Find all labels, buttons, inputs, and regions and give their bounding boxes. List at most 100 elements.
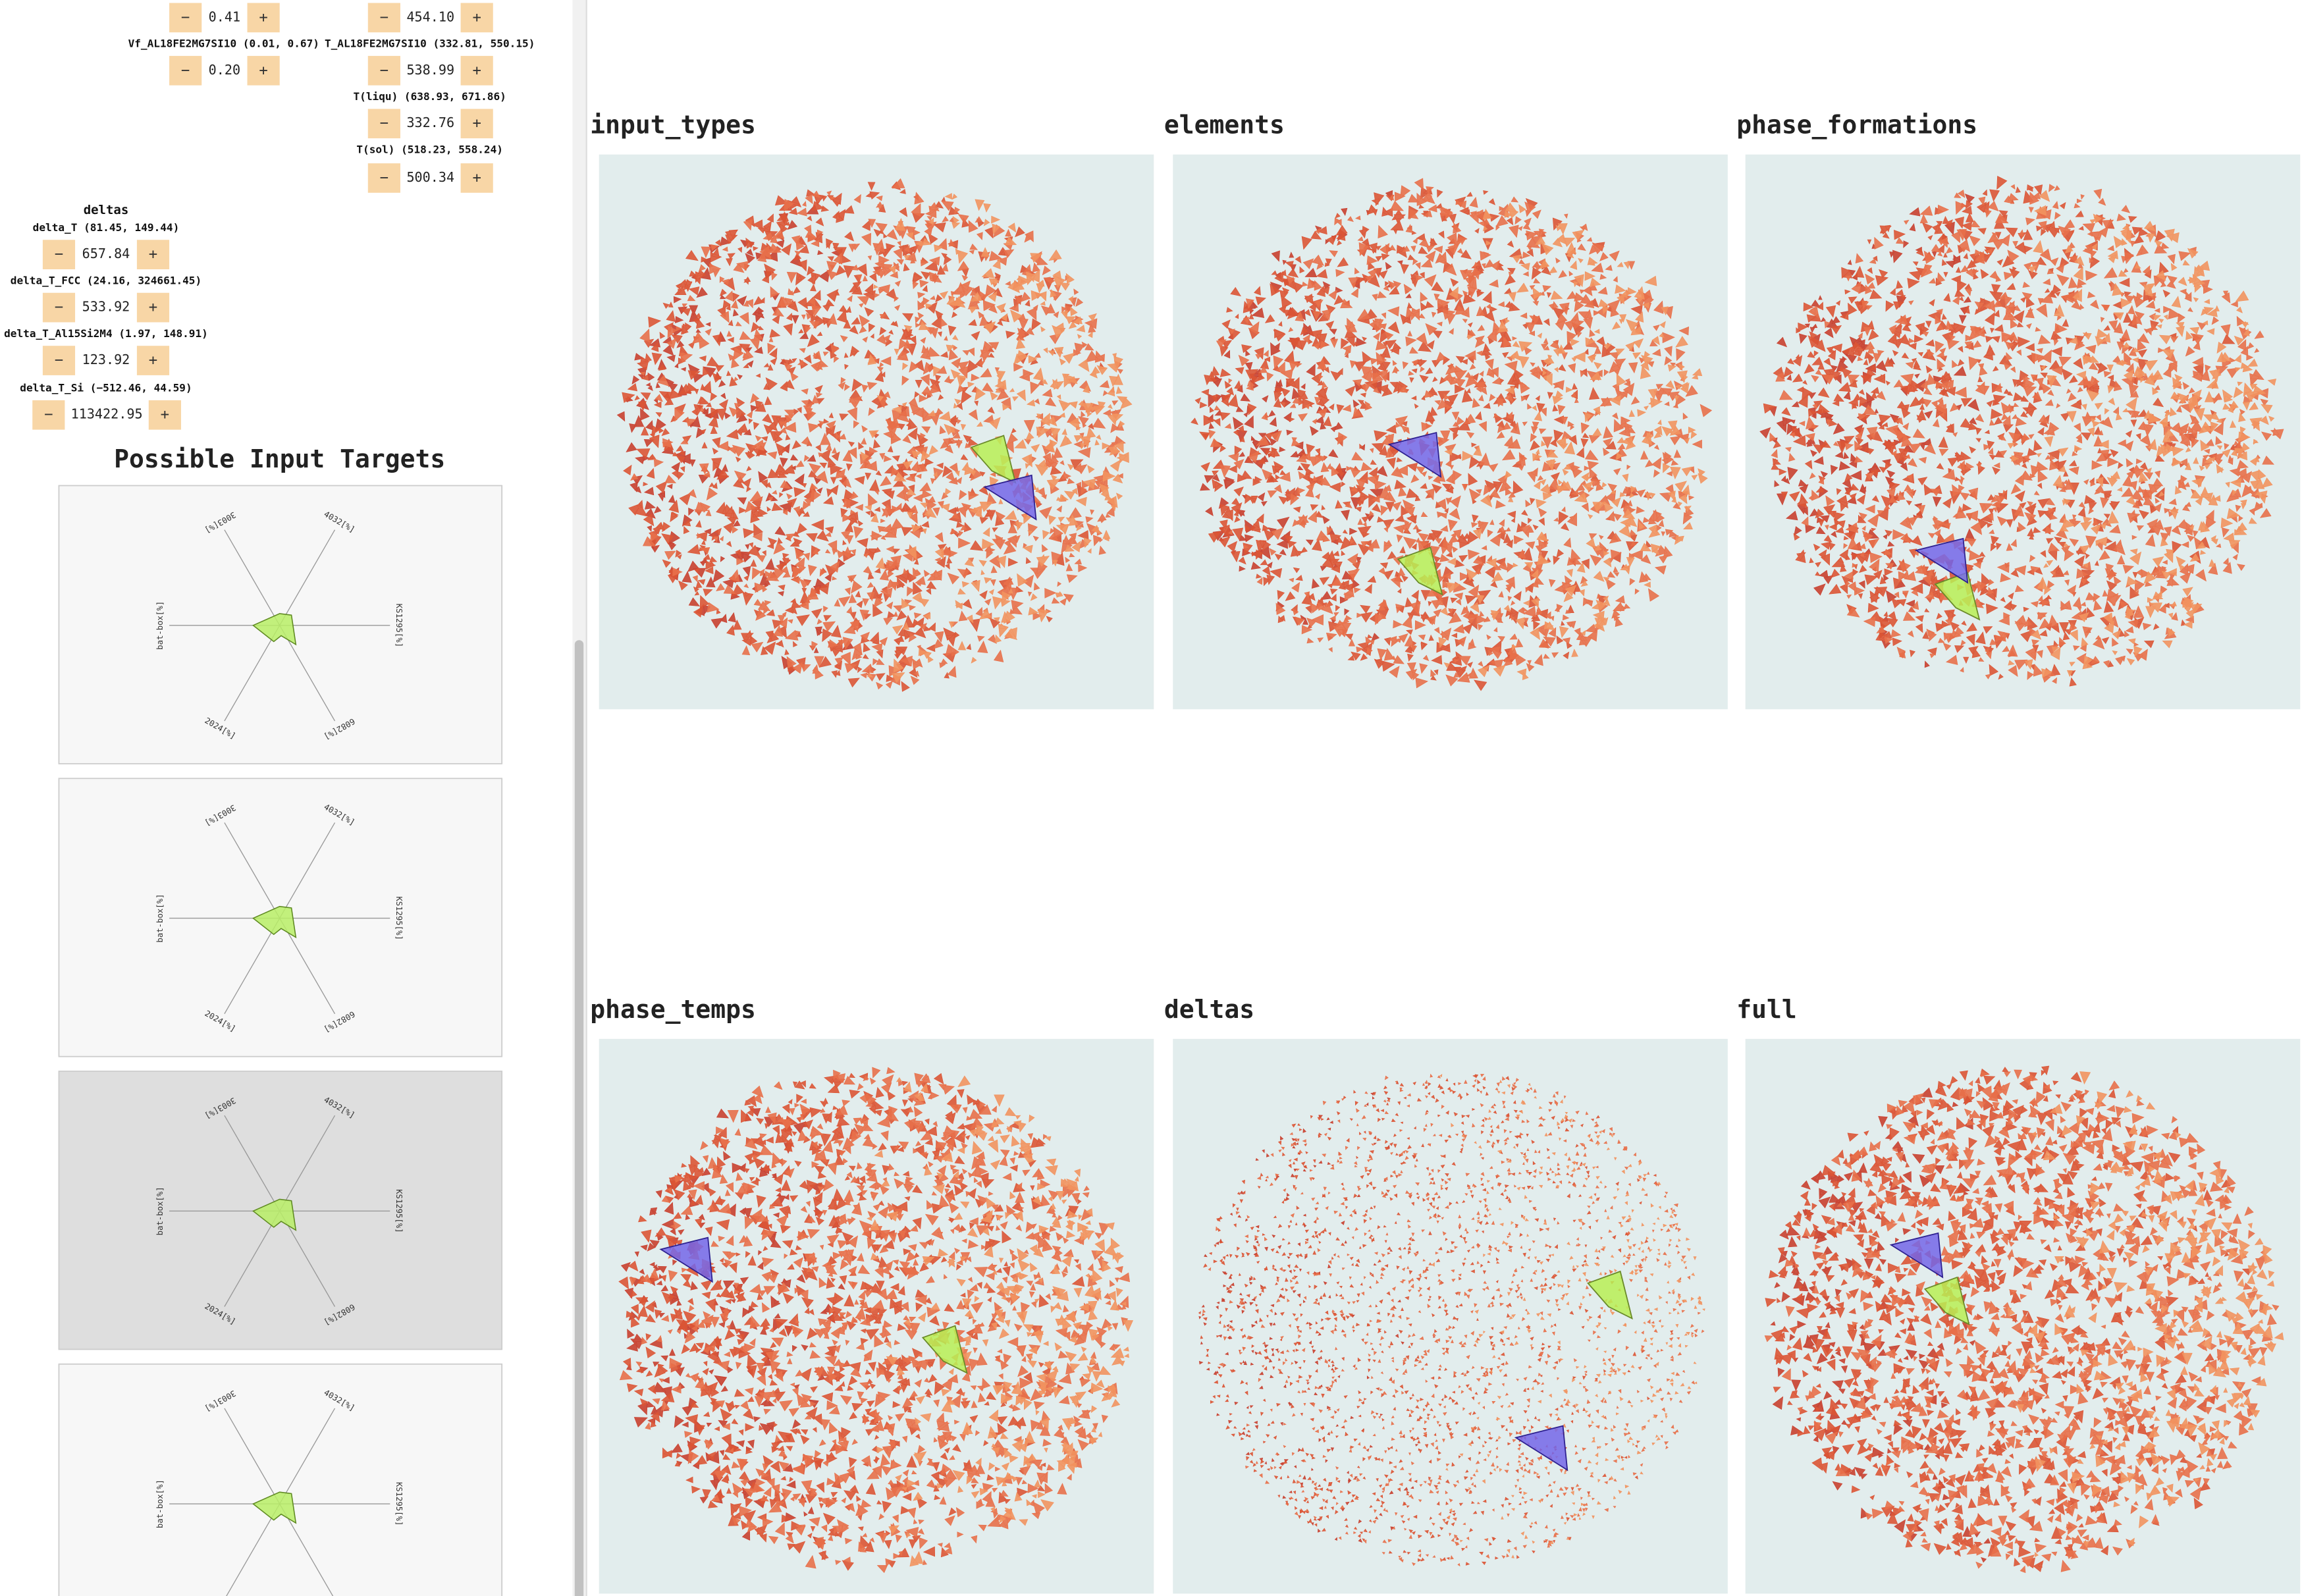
input-value[interactable]: 113422.95: [71, 406, 143, 422]
radar-shape: [252, 613, 297, 646]
radar-spoke: [279, 1503, 334, 1596]
purple-marker: [1889, 1232, 1944, 1279]
section-title: deltas: [84, 203, 129, 217]
radar-axis-label: bat-box[%]: [155, 1186, 165, 1235]
section-title: Possible Input Targets: [114, 444, 445, 473]
plus-label: +: [161, 406, 169, 423]
input-value[interactable]: 123.92: [82, 352, 130, 367]
minus-button[interactable]: [32, 400, 65, 430]
plus-label: +: [259, 9, 267, 26]
radar-spoke: [224, 1408, 281, 1504]
minus-label: −: [181, 62, 190, 79]
minus-button[interactable]: [367, 163, 400, 193]
radar-axis-label: KS1295[%]: [394, 1189, 404, 1233]
plus-label: +: [472, 115, 481, 132]
purple-marker: [982, 474, 1037, 521]
plus-label: +: [472, 169, 481, 186]
minus-label: −: [380, 169, 388, 186]
radar-axis-label: bat-box[%]: [155, 894, 165, 943]
embedding-cloud: [1198, 1080, 1419, 1543]
radar-spoke: [224, 1211, 281, 1307]
plus-button[interactable]: [460, 109, 493, 139]
embedding-cloud: [2007, 190, 2277, 678]
plus-button[interactable]: [247, 55, 280, 86]
field-label: delta_T (81.45, 149.44): [33, 221, 180, 234]
radar-axis-label: KS1295[%]: [394, 896, 404, 940]
green-marker: [921, 1325, 968, 1374]
minus-button[interactable]: [169, 3, 202, 33]
minus-label: −: [55, 246, 63, 263]
plot-title: phase_temps: [590, 995, 756, 1024]
plus-label: +: [472, 62, 481, 79]
radar-spoke: [224, 529, 281, 626]
minus-button[interactable]: [42, 292, 76, 323]
plus-button[interactable]: [460, 163, 493, 193]
minus-label: −: [44, 406, 53, 423]
minus-label: −: [380, 9, 388, 26]
field-label: T(liqu) (638.93, 671.86): [353, 90, 506, 103]
minus-button[interactable]: [367, 109, 400, 139]
plus-button[interactable]: [136, 346, 170, 375]
minus-label: −: [55, 352, 63, 369]
input-value[interactable]: 533.92: [82, 299, 130, 315]
purple-marker: [1387, 431, 1442, 478]
plus-button[interactable]: [247, 3, 280, 33]
field-label: delta_T_FCC (24.16, 324661.45): [11, 274, 201, 286]
radar-spoke: [279, 529, 336, 626]
radar-axis-label: KS1295[%]: [394, 604, 404, 648]
minus-button[interactable]: [367, 3, 400, 33]
plus-button[interactable]: [148, 400, 181, 430]
input-value[interactable]: 538.99: [406, 62, 454, 78]
plot-area: [1745, 1038, 2301, 1594]
plus-label: +: [149, 246, 157, 263]
green-marker: [1397, 546, 1443, 596]
minus-label: −: [181, 9, 190, 26]
minus-button[interactable]: [42, 240, 76, 269]
minus-button[interactable]: [169, 55, 202, 86]
embedding-cloud: [1427, 202, 1708, 681]
plot-grid: input_types elements phase_formationsphase…: [590, 111, 2301, 1594]
input-value[interactable]: 0.41: [209, 9, 240, 24]
radar-spoke: [279, 625, 336, 722]
minus-button[interactable]: [367, 55, 400, 86]
minus-button[interactable]: [42, 346, 76, 375]
input-value[interactable]: 657.84: [82, 246, 130, 261]
plus-label: +: [259, 62, 267, 79]
embedding-cloud: [867, 1075, 1134, 1567]
radar-shape: [252, 1491, 297, 1524]
field-label: Vf_AL18FE2MG7SI10 (0.01, 0.67): [128, 38, 319, 50]
embedding-cloud: [616, 204, 854, 675]
radar-spoke: [224, 1115, 281, 1211]
radar-spoke: [279, 822, 336, 918]
scrollbar-thumb[interactable]: [574, 640, 584, 1596]
target-card[interactable]: [58, 1363, 503, 1596]
radar-axis-label: bat-box[%]: [155, 601, 165, 650]
plus-button[interactable]: [136, 240, 170, 269]
input-value[interactable]: 0.20: [209, 62, 240, 78]
input-value[interactable]: 500.34: [406, 169, 454, 185]
side-panel: − +0.41 Vf_AL18FE2MG7SI10 (0.01, 0.67) − +0.…: [4, 3, 535, 1596]
radar-axis-label: bat-box[%]: [155, 1479, 165, 1528]
plot-title: full: [1736, 995, 1796, 1024]
embedding-cloud: [1202, 1073, 1705, 1567]
field-label: T_AL18FE2MG7SI10 (332.81, 550.15): [325, 38, 535, 50]
plus-button[interactable]: [460, 3, 493, 33]
radar-axis-label: KS1295[%]: [394, 1482, 404, 1526]
radar-spoke: [279, 1211, 336, 1307]
plus-label: +: [472, 9, 481, 26]
minus-label: −: [55, 299, 63, 316]
plot-title: input_types: [590, 111, 756, 140]
input-value[interactable]: 454.10: [406, 9, 454, 24]
field-label: T(sol) (518.23, 558.24): [356, 143, 503, 155]
input-value[interactable]: 332.76: [406, 115, 454, 130]
embedding-cloud: [2008, 1071, 2284, 1557]
green-marker: [1923, 1276, 1970, 1326]
plus-button[interactable]: [460, 55, 493, 86]
plus-button[interactable]: [136, 292, 170, 323]
field-label: delta_T_Al15Si2M4 (1.97, 148.91): [4, 327, 208, 340]
plus-label: +: [149, 352, 157, 369]
radar-shape: [252, 905, 297, 939]
radar-spoke: [224, 822, 281, 918]
radar-shape: [252, 1198, 297, 1231]
